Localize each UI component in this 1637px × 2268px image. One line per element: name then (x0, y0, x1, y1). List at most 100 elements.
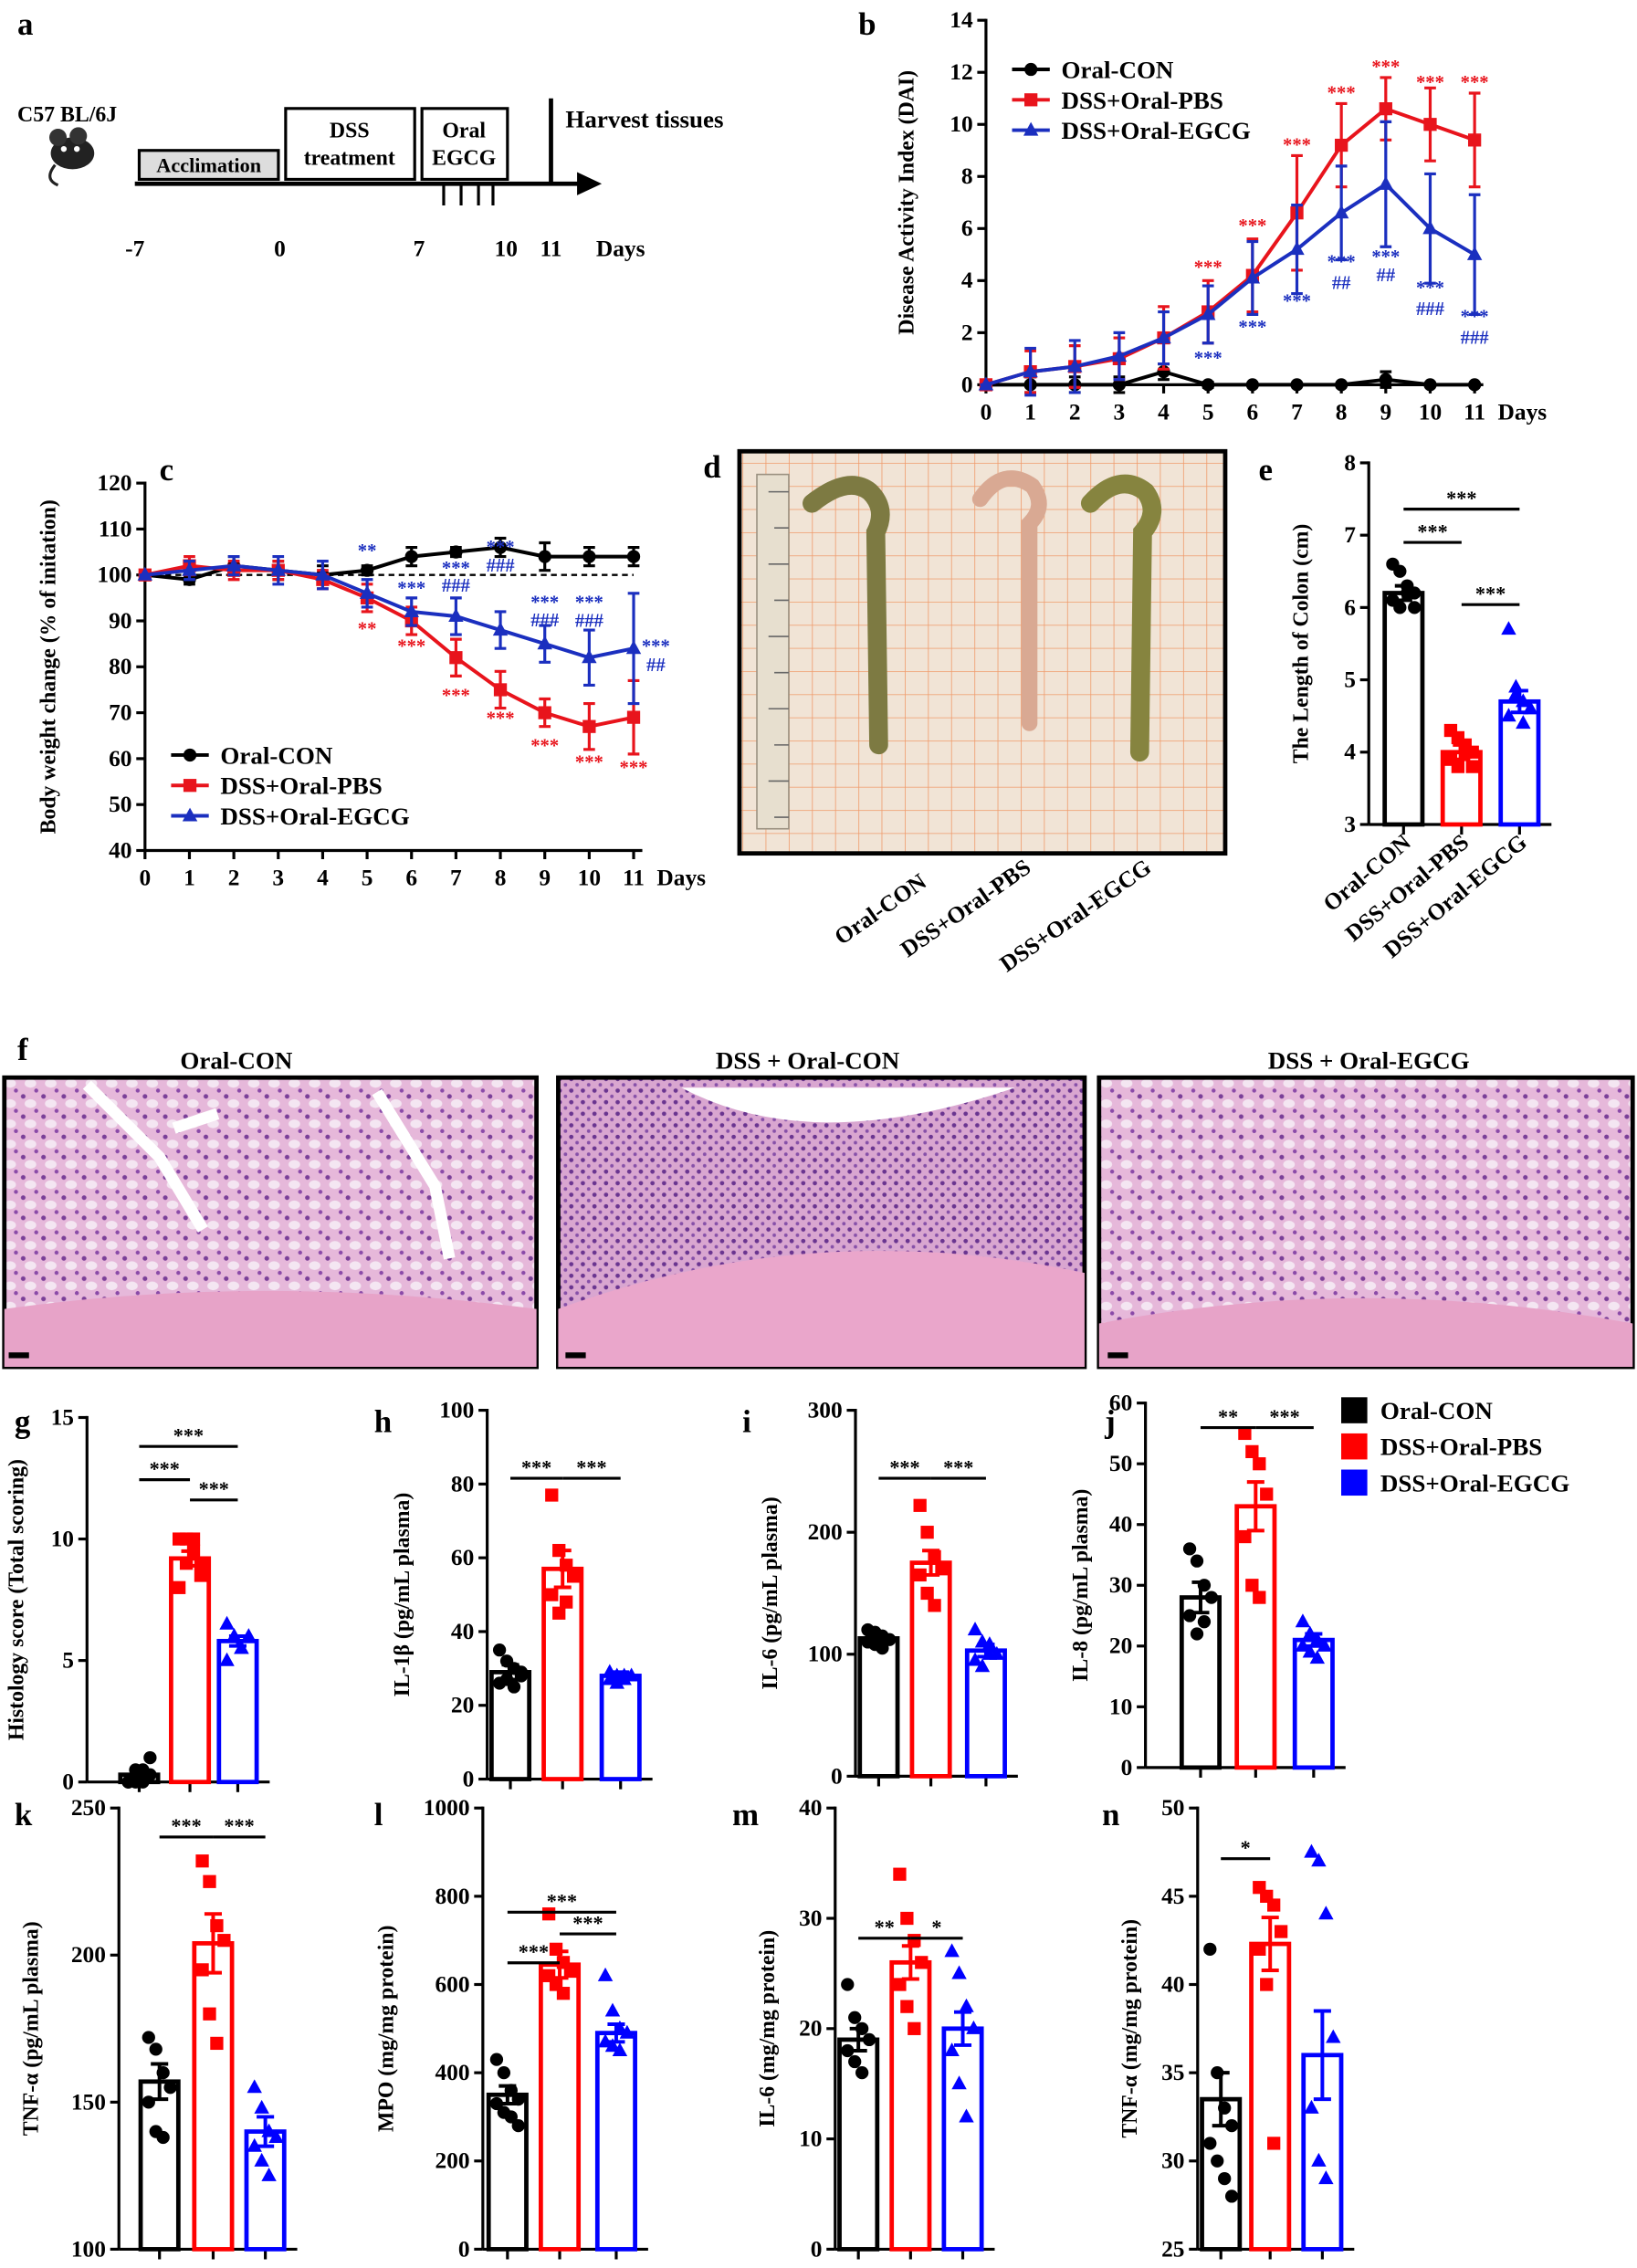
legend-label: Oral-CON (1380, 1397, 1493, 1424)
bar (594, 2031, 637, 2252)
x-tick-label: 6 (405, 866, 417, 891)
y-tick-label: 150 (71, 2089, 106, 2115)
data-point (241, 1628, 257, 1643)
data-point (359, 584, 375, 599)
bar (941, 2026, 984, 2252)
data-point (1260, 1978, 1274, 1991)
significance-label: *** (442, 686, 470, 706)
significance-label: *** (1327, 253, 1356, 273)
data-point (848, 2011, 862, 2024)
y-tick-label: 12 (950, 59, 972, 85)
legend-label: DSS+Oral-EGCG (220, 803, 409, 830)
data-point (604, 2002, 621, 2017)
data-point (203, 2007, 216, 2021)
y-axis-label: IL-1β (pg/mL plasma) (391, 1493, 414, 1697)
significance-label: *** (1446, 487, 1476, 509)
data-point (967, 1622, 983, 1636)
x-tick-label: 8 (1336, 399, 1348, 425)
significance-label: ## (1377, 266, 1396, 286)
data-point (928, 1599, 941, 1612)
data-point (893, 1867, 907, 1881)
phase-label: Acclimation (156, 154, 261, 177)
significance-label: *** (1416, 73, 1444, 93)
significance-label: ** (1218, 1405, 1238, 1428)
data-point (203, 1874, 216, 1888)
bar (1292, 1637, 1335, 1770)
x-tick-label: 3 (272, 866, 284, 891)
y-tick-label: 20 (451, 1693, 474, 1718)
data-point (1224, 2189, 1239, 2203)
y-tick-label: 0 (458, 2236, 470, 2262)
significance-label: ** (875, 1916, 895, 1938)
y-tick-label: 0 (811, 2236, 823, 2262)
x-tick-label: 1 (1024, 399, 1036, 425)
data-point (143, 1750, 157, 1765)
x-tick-label: 10 (578, 866, 601, 891)
data-point (254, 2099, 269, 2114)
significance-label: *** (150, 1457, 180, 1480)
data-point (913, 1568, 927, 1582)
error-bar (1246, 1480, 1264, 1533)
x-tick-label: 2 (228, 866, 240, 891)
data-point (261, 2167, 277, 2181)
data-point (900, 1911, 914, 1926)
series-line (985, 182, 1476, 387)
day-ticks (442, 184, 495, 205)
legend-label: Oral-CON (220, 741, 332, 769)
data-point (493, 541, 508, 554)
data-point (194, 1569, 208, 1582)
significance-label: *** (1475, 582, 1506, 604)
data-point (1190, 1554, 1204, 1568)
data-point (966, 2020, 981, 2034)
data-point (538, 706, 551, 719)
data-point (1333, 205, 1349, 219)
data-point (492, 622, 509, 636)
y-tick-label: 10 (950, 111, 972, 137)
panel-letter: b (858, 6, 876, 42)
data-point (1467, 133, 1482, 147)
y-axis-label: The Length of Colon (cm) (1289, 524, 1313, 764)
data-point (920, 1526, 934, 1539)
y-tick-label: 100 (71, 2236, 106, 2262)
significance-label: *** (642, 637, 670, 657)
x-axis-label: Days (656, 866, 706, 891)
data-point (582, 719, 596, 733)
panel-letter: i (742, 1403, 751, 1439)
data-point (1274, 1925, 1288, 1938)
data-point (625, 640, 642, 655)
data-point (1318, 1906, 1334, 1920)
data-point (247, 2079, 262, 2094)
y-tick-label: 3 (1344, 812, 1356, 837)
y-tick-label: 200 (808, 1519, 843, 1545)
significance-label: *** (1417, 520, 1447, 542)
panel-letter: n (1102, 1797, 1119, 1832)
phase-label: EGCG (432, 147, 496, 171)
data-point (493, 683, 508, 697)
data-point (920, 1586, 934, 1601)
data-point (1335, 138, 1348, 152)
data-point (497, 2066, 511, 2080)
y-axis-label: TNF-α (pg/mL plasma) (19, 1921, 43, 2136)
series-line (144, 563, 635, 660)
y-tick-label: 10 (51, 1527, 74, 1552)
significance-label: *** (1327, 83, 1356, 103)
significance-label: ### (487, 556, 516, 576)
data-point (1302, 1643, 1318, 1658)
significance-label: ### (1416, 299, 1445, 320)
strain-label: C57 BL/6J (17, 103, 117, 127)
significance-label: *** (1194, 257, 1223, 278)
y-tick-label: 30 (1161, 2148, 1184, 2174)
x-tick-label: 11 (1464, 399, 1485, 425)
data-point (156, 2130, 170, 2145)
significance-label: *** (576, 1455, 606, 1478)
data-point (1182, 1542, 1197, 1556)
data-point (163, 2081, 177, 2095)
data-point (1309, 1650, 1326, 1664)
significance-label: *** (889, 1455, 919, 1478)
data-point (1318, 2170, 1334, 2185)
y-tick-label: 6 (961, 215, 973, 241)
panel-letter: l (374, 1797, 383, 1832)
legend-swatch (1341, 1469, 1368, 1496)
data-point (404, 550, 418, 563)
harvest-label: Harvest tissues (565, 105, 723, 132)
